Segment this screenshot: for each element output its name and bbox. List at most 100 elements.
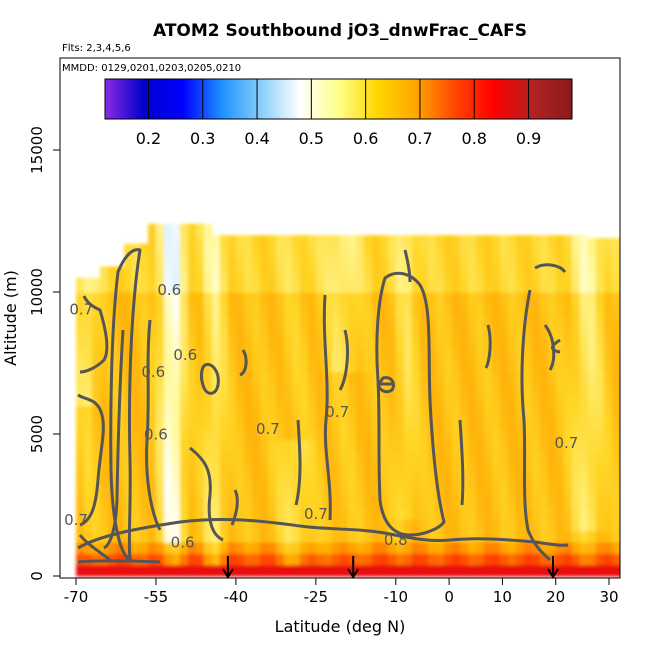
heatmap-cell [539,462,549,475]
heatmap-cell [347,257,357,270]
heatmap-cell [307,371,317,384]
heatmap-cell [451,428,461,441]
heatmap-cell [219,417,229,429]
heatmap-cell [587,360,597,373]
heatmap-cell [579,496,589,509]
heatmap-cell [515,314,525,327]
heatmap-cell [636,565,645,577]
heatmap-cell [644,542,650,554]
heatmap-cell [219,485,229,498]
heatmap-cell [499,439,509,452]
heatmap-cell [275,428,285,441]
heatmap-cell [243,292,253,304]
heatmap-cell [219,280,229,293]
heatmap-cell [116,428,125,441]
heatmap-cell [419,462,429,475]
heatmap-cell [563,462,573,475]
heatmap-cell [84,280,93,293]
heatmap-cell [395,507,405,520]
heatmap-cell [403,485,413,498]
heatmap-cell [531,371,541,384]
heatmap-cell [619,257,620,270]
heatmap-cell [108,428,117,441]
heatmap-cell [435,428,445,441]
heatmap-cell [595,553,605,566]
heatmap-cell [92,530,101,543]
heatmap-cell [148,246,157,259]
heatmap-cell [547,473,557,486]
heatmap-cell [100,360,109,373]
heatmap-cell [539,439,549,452]
heatmap-cell [603,238,613,248]
heatmap-cell [403,303,413,316]
heatmap-cell [387,326,397,339]
heatmap-cell [363,280,373,293]
heatmap-cell [603,485,613,498]
heatmap-cell [499,246,509,259]
heatmap-cell [571,405,581,418]
heatmap-cell [291,257,301,270]
heatmap-cell [636,337,645,349]
heatmap-cell [387,405,397,418]
heatmap-cell [483,394,493,407]
heatmap-cell [395,485,405,498]
heatmap-cell [611,371,620,384]
heatmap-cell [491,428,501,441]
heatmap-cell [531,451,541,463]
heatmap-cell [547,462,557,475]
heatmap-cell [235,235,245,248]
heatmap-cell [275,519,285,532]
heatmap-cell [547,451,557,463]
heatmap-cell [171,530,181,543]
x-tick-label: 20 [546,588,565,606]
heatmap-cell [251,451,261,463]
heatmap-cell [283,428,293,441]
heatmap-cell [227,473,237,486]
heatmap-cell [148,394,157,407]
heatmap-cell [339,530,349,543]
heatmap-cell [163,485,173,498]
heatmap-cell [124,496,133,509]
heatmap-cell [483,292,493,304]
heatmap-cell [387,485,397,498]
heatmap-cell [459,530,469,543]
heatmap-cell [491,280,501,293]
heatmap-cell [155,462,165,475]
heatmap-cell [163,439,173,452]
heatmap-cell [148,473,157,486]
heatmap-cell [299,451,309,463]
heatmap-cell [539,235,549,248]
heatmap-cell [491,541,501,554]
colorbar-tick-label: 0.2 [136,129,161,148]
heatmap-cell [403,314,413,327]
heatmap-cell [339,382,349,395]
heatmap-cell [251,417,261,429]
heatmap-cell [499,394,509,407]
flight-markers [222,556,559,579]
heatmap-cell [491,530,501,543]
heatmap-cell [451,462,461,475]
heatmap-cell [539,292,549,304]
heatmap-cell [227,382,237,395]
heatmap-cell [251,530,261,543]
heatmap-cell [76,564,85,577]
heatmap-cell [379,473,389,486]
heatmap-cell [251,348,261,361]
heatmap-cell [403,473,413,486]
heatmap-cell [179,303,189,316]
heatmap-cell [76,303,85,316]
heatmap-cell [563,246,573,259]
heatmap-cell [315,428,325,441]
heatmap-cell [628,238,637,247]
contour-line [200,362,220,395]
heatmap-cell [467,303,477,316]
heatmap-cell [171,553,181,566]
heatmap-cell [76,314,85,327]
heatmap-cell [459,428,469,441]
heatmap-cell [443,257,453,270]
heatmap-cell [235,303,245,316]
heatmap-cell [491,371,501,384]
heatmap-cell [100,405,109,418]
heatmap-cell [171,541,181,554]
heatmap-cell [563,417,573,429]
